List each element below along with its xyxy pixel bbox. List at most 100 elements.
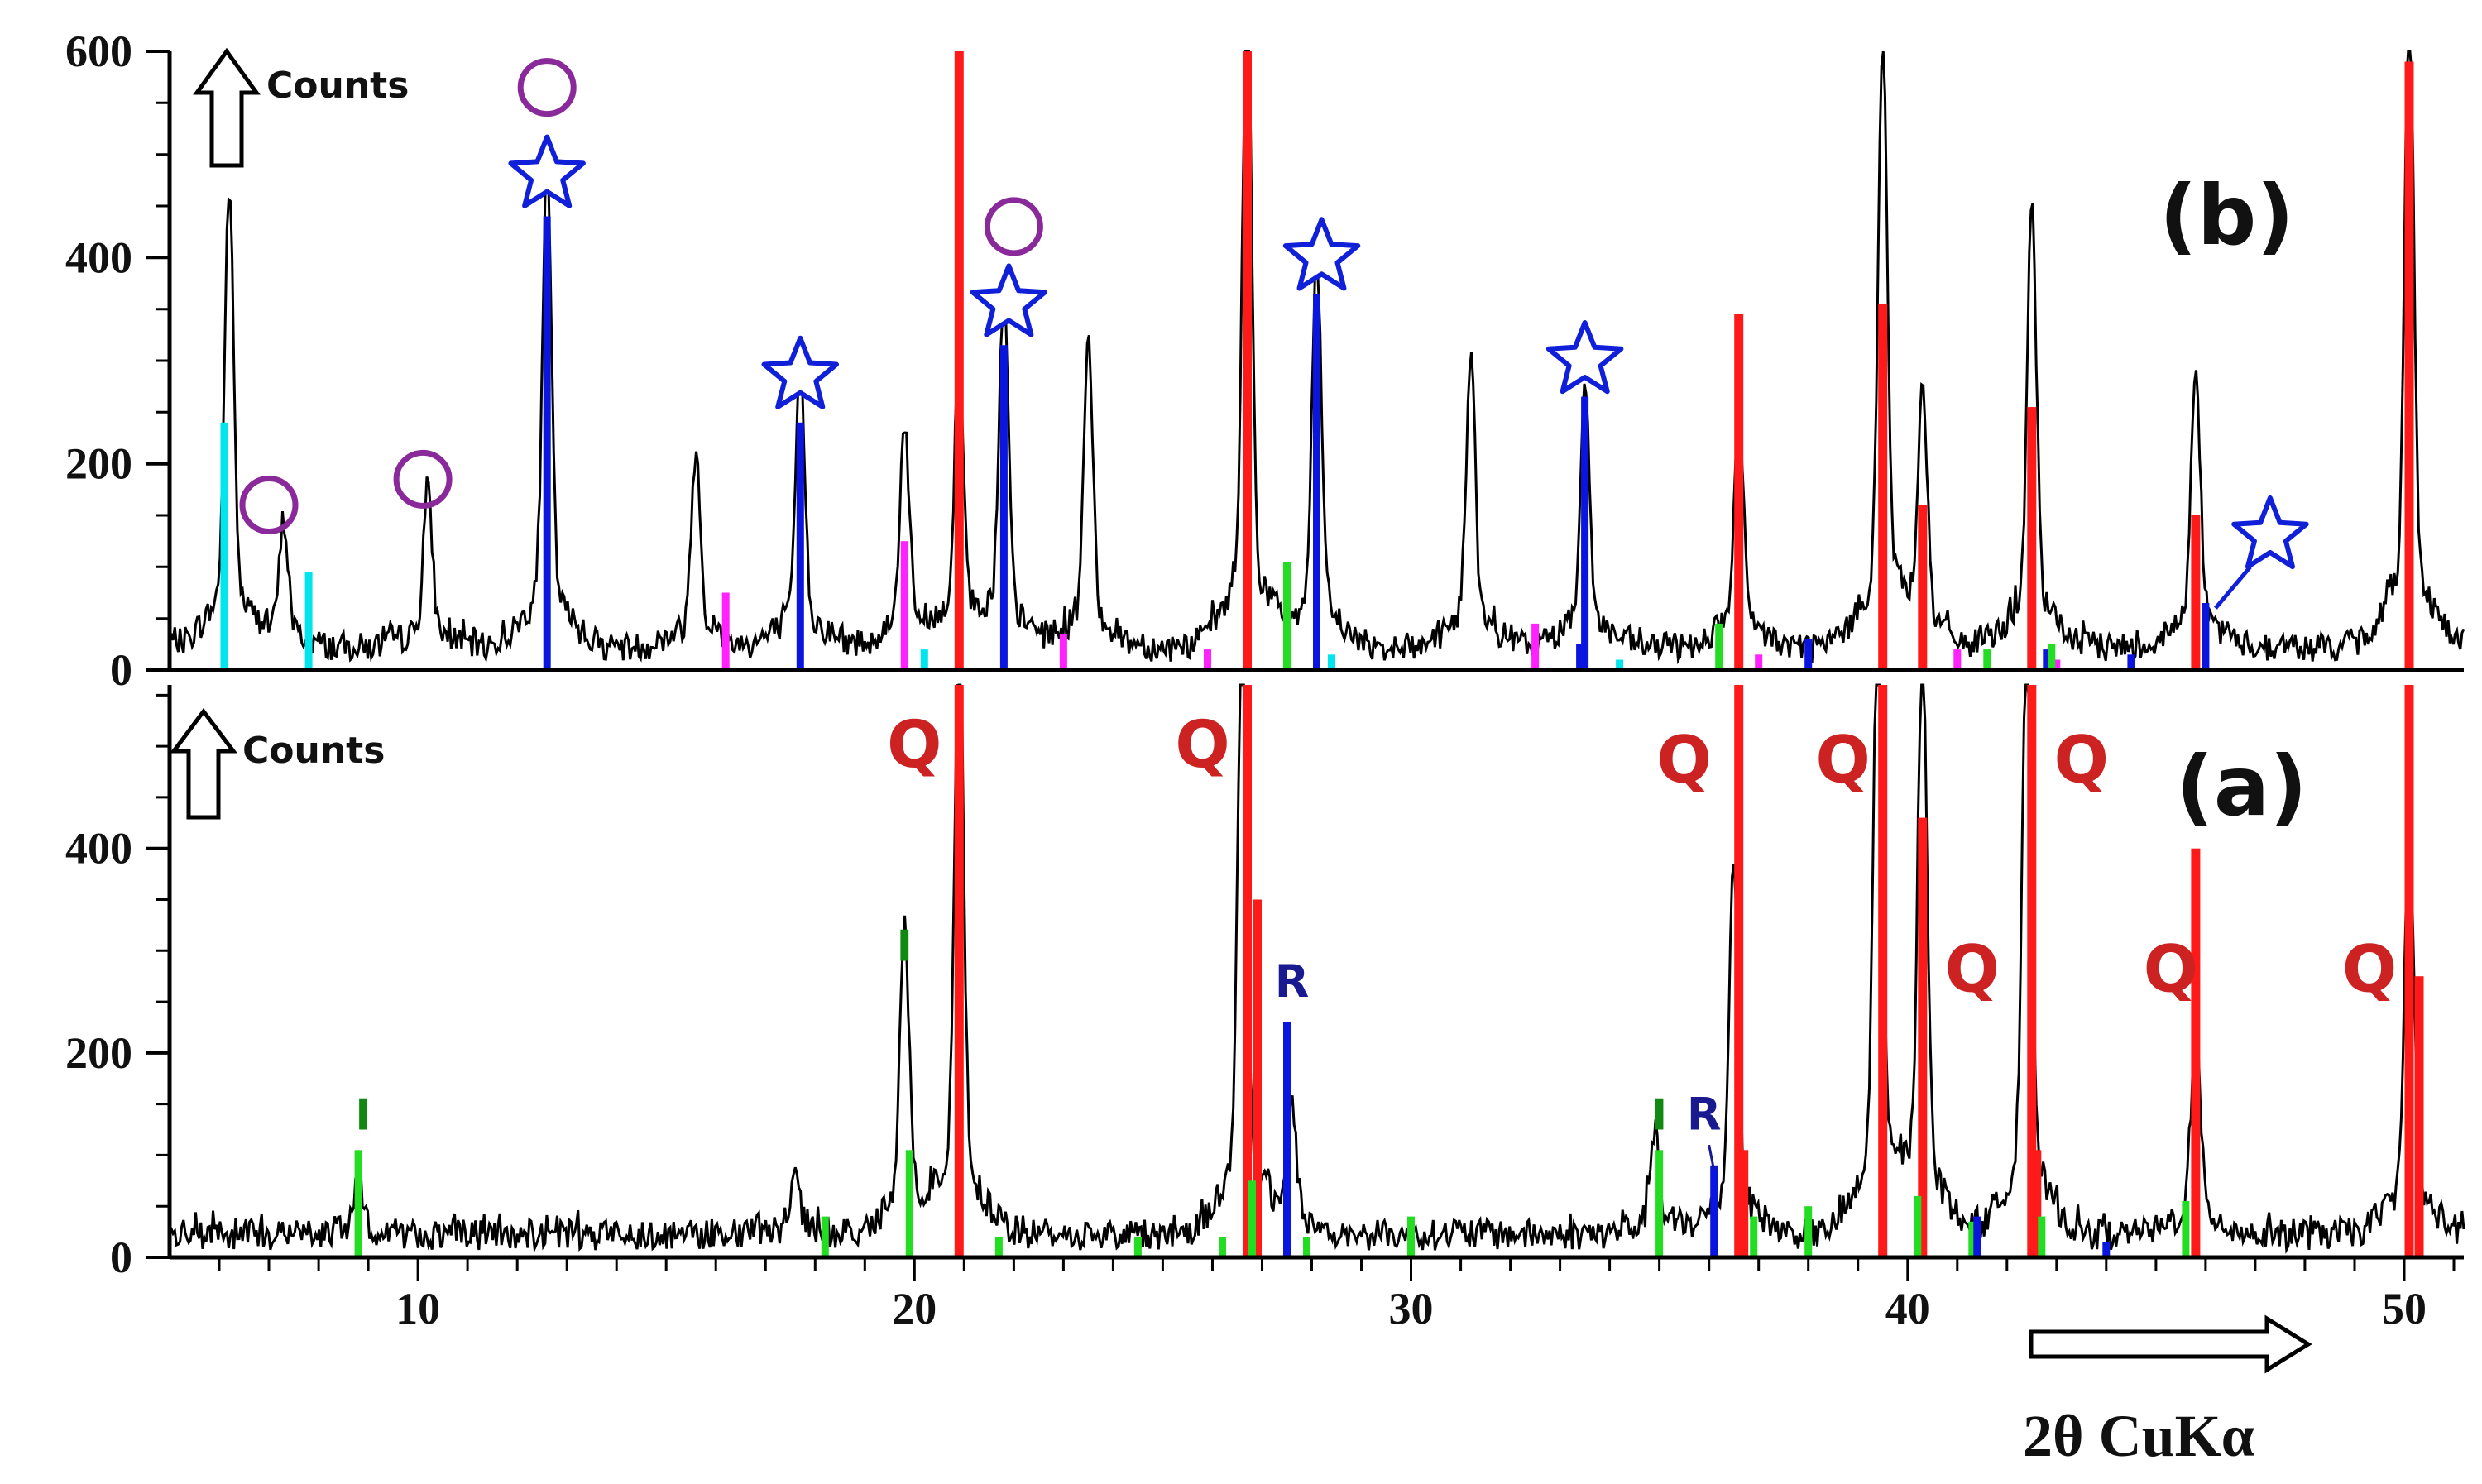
- panel-b-stick-cyan: [1328, 654, 1335, 670]
- panel-b-stick-magenta: [1059, 634, 1067, 670]
- panel-b-y-tick-label: 0: [110, 645, 132, 695]
- panel-b-stick-cyan: [220, 422, 228, 670]
- panel-a-y-tick-label: 200: [65, 1028, 132, 1078]
- panel-b-stick-q: [1734, 314, 1744, 670]
- panel-b-stick-magenta: [721, 592, 730, 670]
- panel-b-stick-magenta: [900, 541, 908, 670]
- panel-b-stick-q: [2404, 61, 2414, 670]
- panel-b-stick-magenta: [1953, 649, 1962, 670]
- panel-a-stick-r: [1710, 1165, 1718, 1257]
- star-marker: [1545, 320, 1624, 395]
- star-marker: [2231, 495, 2309, 570]
- mineral-label-r: R: [1687, 1089, 1722, 1141]
- panel-a-stick-i: [354, 1150, 362, 1258]
- x-tick-label: 20: [892, 1284, 937, 1333]
- mineral-label-i: I: [1651, 1091, 1667, 1141]
- panel-a-stick-i: [905, 1150, 913, 1258]
- panel-b-stick-star: [1804, 639, 1813, 670]
- panel-b-stick-green: [2048, 644, 2056, 670]
- panel-b-tag: (b): [2159, 167, 2294, 264]
- panel-a-stick-r: [2102, 1242, 2111, 1257]
- panel-b-stick-magenta: [2053, 659, 2061, 670]
- panel-a-stick-i: [821, 1216, 829, 1257]
- mineral-label-q: Q: [887, 708, 942, 783]
- panel-a-y-tick-label: 400: [65, 824, 132, 874]
- panel-b-stick-magenta: [1755, 654, 1763, 670]
- panel-a-stick-i: [2038, 1216, 2046, 1257]
- panel-a-counts-arrow: [170, 707, 237, 820]
- star-marker: [761, 335, 839, 409]
- panel-b: [168, 50, 2465, 670]
- panel-a-y-axis-label: Counts: [242, 730, 385, 772]
- panel-a-stick-q: [1734, 685, 1744, 1257]
- panel-a-stick-i: [1248, 1180, 1256, 1257]
- panel-a-stick-i: [1407, 1216, 1415, 1257]
- panel-b-stick-star: [1581, 396, 1589, 670]
- panel-b-stick-green: [1983, 649, 1991, 670]
- x-axis-label: 2θ CuKα: [2023, 1403, 2254, 1469]
- circle-marker: [517, 58, 577, 117]
- mineral-label-i: I: [897, 922, 913, 972]
- mineral-label-q: Q: [2054, 723, 2109, 797]
- panel-a-stick-i: [1133, 1237, 1142, 1257]
- x-tick-label: 50: [2382, 1284, 2427, 1333]
- mineral-label-q: Q: [1945, 933, 2000, 1008]
- panel-a-stick-i: [1804, 1206, 1813, 1257]
- panel-b-stick-q: [1243, 51, 1252, 670]
- mineral-label-q: Q: [1657, 723, 1712, 797]
- panel-a-stick-i: [2182, 1201, 2190, 1257]
- panel-a-stick-i: [1750, 1216, 1758, 1257]
- panel-a-stick-q: [1878, 685, 1888, 1257]
- panel-b-stick-q: [954, 51, 964, 670]
- panel-b-stick-cyan: [920, 649, 928, 670]
- panel-a-stick-i: [1303, 1237, 1310, 1257]
- circle-marker: [984, 197, 1043, 256]
- panel-a-stick-q: [1243, 685, 1252, 1257]
- panel-a-stick-i: [1914, 1195, 1922, 1257]
- x-axis-direction-arrow: [2029, 1314, 2312, 1374]
- star-leader-line: [2213, 565, 2252, 610]
- panel-a-stick-q: [1918, 817, 1928, 1257]
- star-marker: [970, 263, 1048, 337]
- panel-b-stick-q: [1878, 304, 1888, 670]
- mineral-label-q: Q: [2144, 933, 2198, 1008]
- circle-marker: [393, 449, 453, 509]
- x-tick-label: 40: [1885, 1284, 1930, 1333]
- r-leader-line: [1708, 1144, 1716, 1171]
- panel-b-stick-star: [796, 422, 804, 670]
- panel-b-stick-q: [1918, 505, 1928, 670]
- panel-b-stick-star: [2202, 603, 2210, 670]
- panel-a-stick-q: [1253, 899, 1262, 1257]
- panel-a-stick-q: [2032, 1150, 2042, 1258]
- panel-a-stick-q: [2191, 848, 2201, 1257]
- panel-a-stick-q: [2027, 685, 2037, 1257]
- x-tick-label: 10: [395, 1284, 440, 1333]
- panel-a-stick-q: [954, 685, 964, 1257]
- panel-a-stick-i: [1219, 1237, 1226, 1257]
- panel-b-y-axis-label: Counts: [266, 65, 409, 107]
- panel-b-y-tick-label: 600: [65, 26, 132, 76]
- panel-a-stick-i: [1655, 1150, 1664, 1258]
- panel-a-diffraction-trace: [169, 683, 2465, 1255]
- mineral-label-q: Q: [2342, 933, 2397, 1008]
- panel-b-stick-cyan: [304, 572, 313, 670]
- panel-a-stick-q: [2414, 976, 2424, 1257]
- panel-a-stick-q: [2404, 685, 2414, 1257]
- panel-a-tag: (a): [2176, 738, 2307, 835]
- panel-a-stick-q: [1739, 1150, 1749, 1258]
- mineral-label-r: R: [1275, 955, 1310, 1008]
- panel-b-stick-q: [2027, 407, 2037, 670]
- mineral-label-i: I: [355, 1091, 371, 1141]
- panel-b-stick-star: [2127, 654, 2135, 670]
- panel-b-stick-green: [1715, 623, 1723, 670]
- panel-b-stick-q: [2191, 515, 2201, 670]
- circle-marker: [239, 476, 299, 534]
- star-marker: [1282, 217, 1361, 291]
- panel-b-stick-star: [543, 216, 551, 670]
- mineral-label-q: Q: [1175, 708, 1229, 783]
- panel-b-stick-cyan: [1616, 659, 1624, 670]
- panel-b-stick-star: [1576, 644, 1584, 670]
- panel-b-stick-star: [999, 345, 1008, 670]
